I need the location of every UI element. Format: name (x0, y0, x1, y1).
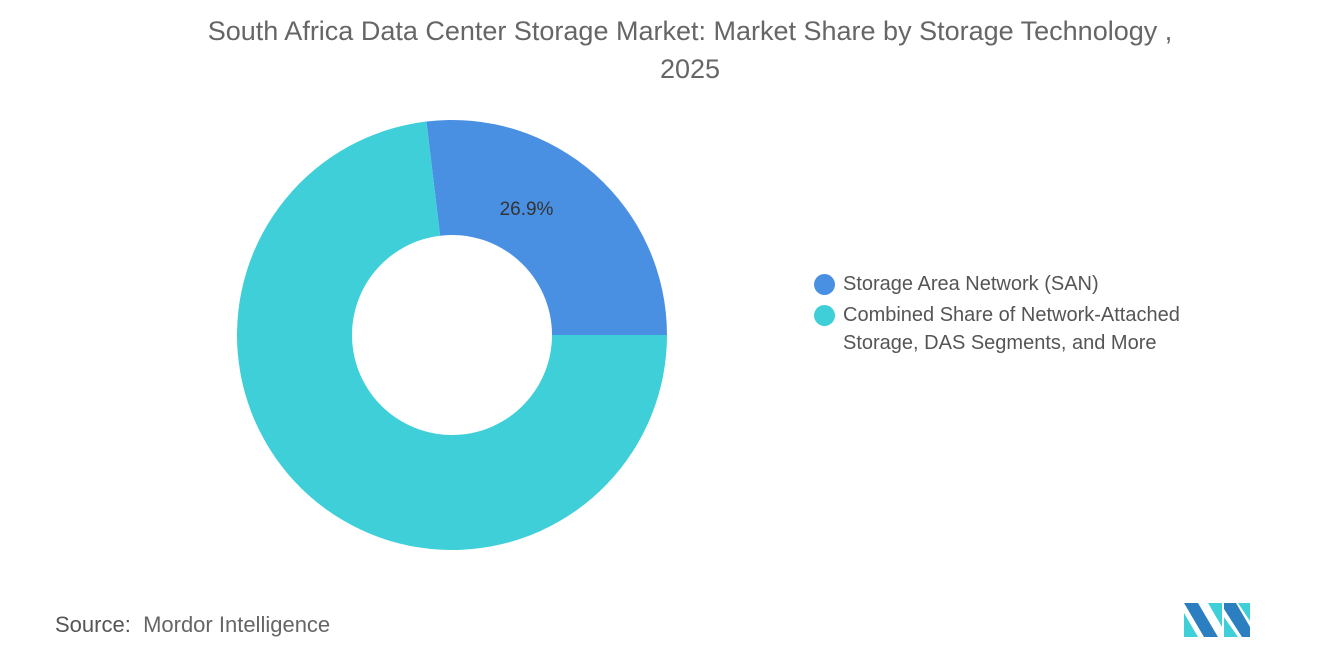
slice-0[interactable] (426, 119, 667, 335)
legend-item-combined[interactable]: Combined Share of Network-Attached Stora… (814, 301, 1233, 357)
chart-title: South Africa Data Center Storage Market:… (207, 16, 1173, 84)
mordor-logo (1184, 603, 1250, 637)
legend-label: Storage Area Network (SAN) (843, 273, 1099, 295)
source-label: Source: (55, 612, 131, 637)
source-note: Source: Mordor Intelligence (55, 612, 330, 638)
legend-swatch (814, 274, 835, 295)
legend-label: Combined Share of Network-Attached Stora… (843, 304, 1180, 354)
legend-swatch (814, 305, 835, 326)
legend-item-san[interactable]: Storage Area Network (SAN) (814, 270, 1233, 298)
slice-1[interactable] (237, 121, 667, 550)
legend: Storage Area Network (SAN) Combined Shar… (814, 270, 1233, 360)
source-value: Mordor Intelligence (143, 612, 331, 637)
data-label: 26.9% (500, 199, 554, 220)
